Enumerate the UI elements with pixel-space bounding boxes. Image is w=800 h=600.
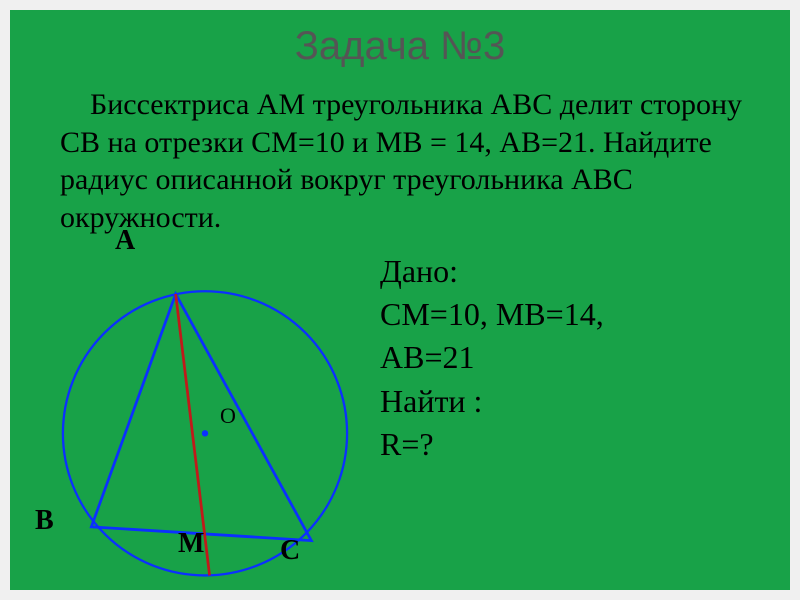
- center-label-o: O: [220, 403, 236, 429]
- vertex-label-b: B: [35, 505, 54, 537]
- problem-body: Биссектриса АМ треугольника АВС делит ст…: [60, 88, 742, 234]
- geometry-diagram: [40, 235, 370, 595]
- given-line-4: Найти :: [380, 380, 780, 423]
- center-point: [202, 430, 208, 436]
- given-line-2: СМ=10, МВ=14,: [380, 293, 780, 336]
- given-line-5: R=?: [380, 423, 780, 466]
- point-label-m: M: [178, 528, 204, 560]
- problem-text: Биссектриса АМ треугольника АВС делит ст…: [60, 86, 760, 236]
- given-block: Дано: СМ=10, МВ=14, АВ=21 Найти : R=?: [380, 250, 780, 466]
- given-line-1: Дано:: [380, 250, 780, 293]
- vertex-label-c: C: [280, 535, 300, 567]
- vertex-label-a: A: [115, 225, 135, 257]
- slide: Задача №3 Биссектриса АМ треугольника АВ…: [10, 10, 790, 590]
- given-line-3: АВ=21: [380, 336, 780, 379]
- slide-title: Задача №3: [10, 24, 790, 69]
